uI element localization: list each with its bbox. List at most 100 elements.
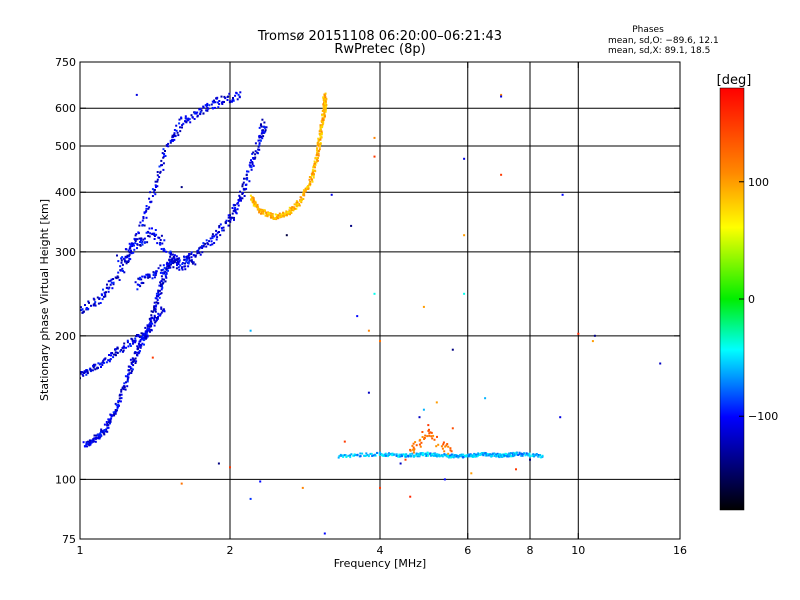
trace-point — [323, 109, 326, 112]
trace-point — [156, 299, 159, 302]
trace-point — [424, 434, 427, 437]
trace-point — [465, 455, 468, 458]
trace-point — [477, 453, 480, 456]
trace-point — [171, 257, 174, 260]
trace-point — [231, 212, 234, 215]
trace-point — [374, 453, 377, 456]
trace-point — [154, 320, 157, 323]
trace-point — [121, 386, 124, 389]
trace-point — [253, 203, 256, 206]
trace-point — [168, 258, 171, 261]
trace-point — [134, 337, 137, 340]
trace-point — [155, 297, 158, 300]
trace-point — [140, 332, 143, 335]
trace-point — [228, 92, 231, 95]
trace-point — [441, 447, 444, 450]
trace-point — [151, 316, 154, 319]
trace-point — [287, 212, 290, 215]
trace-point — [241, 183, 244, 186]
trace-point — [86, 370, 89, 373]
trace-point — [287, 211, 290, 213]
trace-point — [126, 380, 129, 383]
trace-point — [181, 263, 184, 265]
trace-point — [227, 214, 230, 217]
trace-point — [149, 201, 152, 204]
trace-point — [179, 126, 181, 129]
trace-point — [535, 453, 538, 455]
trace-point — [249, 194, 252, 197]
trace-point — [349, 456, 352, 459]
trace-point — [260, 123, 262, 126]
trace-point — [147, 327, 150, 330]
trace-point — [424, 455, 427, 457]
trace-point — [427, 429, 430, 432]
trace-point — [141, 224, 144, 226]
trace-point — [444, 445, 447, 448]
trace-point — [153, 307, 156, 310]
trace-point — [235, 212, 238, 215]
trace-point — [106, 422, 109, 425]
trace-point — [158, 243, 161, 245]
scatter-point — [301, 486, 304, 489]
trace-point — [238, 199, 240, 202]
trace-point — [193, 118, 196, 120]
trace-point — [164, 150, 166, 152]
trace-point — [316, 158, 318, 161]
trace-point — [131, 368, 134, 371]
trace-point — [187, 265, 190, 268]
trace-point — [149, 191, 152, 194]
trace-point — [156, 295, 159, 298]
trace-point — [312, 176, 315, 179]
trace-point — [154, 308, 157, 311]
scatter-point — [451, 427, 454, 430]
trace-point — [323, 112, 326, 115]
trace-point — [300, 198, 303, 201]
scatter-point — [404, 458, 407, 461]
trace-point — [171, 134, 174, 137]
trace-point — [381, 453, 383, 456]
colorbar-tick-label: 0 — [748, 293, 755, 306]
trace-point — [258, 148, 261, 151]
trace-point — [325, 104, 328, 107]
trace-point — [157, 236, 160, 239]
trace-point — [518, 453, 521, 456]
trace-point — [235, 91, 238, 94]
scatter-point — [515, 468, 517, 471]
trace-point — [457, 456, 460, 459]
trace-point — [104, 429, 106, 432]
x-tick-label: 16 — [673, 544, 687, 557]
trace-point — [319, 127, 322, 130]
trace-point — [128, 242, 131, 245]
trace-point — [324, 115, 326, 118]
trace-point — [317, 152, 320, 155]
y-tick-label: 100 — [55, 473, 76, 486]
trace-point — [500, 454, 503, 457]
trace-point — [205, 239, 208, 242]
trace-point — [136, 354, 138, 356]
trace-point — [123, 259, 126, 262]
trace-point — [263, 121, 266, 124]
trace-point — [147, 329, 150, 332]
trace-point — [97, 302, 100, 305]
trace-point — [413, 448, 416, 451]
trace-point — [145, 209, 148, 212]
trace-point — [107, 290, 110, 293]
trace-point — [120, 257, 123, 260]
trace-point — [288, 209, 291, 212]
trace-point — [164, 275, 167, 278]
y-axis-label: Stationary phase Virtual Height [km] — [38, 199, 51, 401]
colorbar-ticks: 100 0 −100 — [739, 176, 778, 423]
trace-point — [88, 441, 91, 444]
trace-point — [126, 254, 129, 257]
trace-point — [157, 267, 160, 270]
trace-point — [154, 180, 157, 183]
trace-point — [489, 453, 492, 456]
trace-point — [116, 407, 119, 410]
trace-point — [128, 369, 131, 372]
trace-point — [411, 444, 414, 447]
trace-point — [144, 333, 147, 336]
trace-point — [139, 346, 142, 349]
trace-point — [125, 381, 127, 384]
trace-point — [178, 259, 181, 262]
trace-point — [525, 452, 528, 455]
